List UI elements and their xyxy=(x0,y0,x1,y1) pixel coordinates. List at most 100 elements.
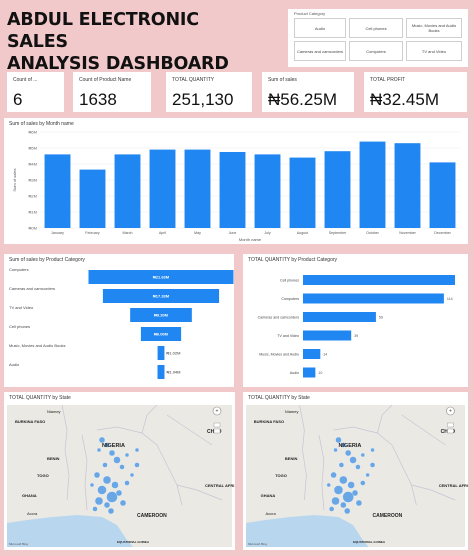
qty-bar xyxy=(303,293,444,304)
map-bubble xyxy=(344,507,351,515)
qty-category-label: Music, Movies and Audio xyxy=(259,353,299,357)
map-border xyxy=(61,404,70,501)
map-bubble xyxy=(370,447,375,453)
funnel-data-label: ₦21.63M xyxy=(153,275,170,280)
funnel-category-label: Music, Movies and Audio Books xyxy=(9,343,65,348)
map-place-label: NIGERIA xyxy=(338,443,361,449)
y-tick-label: ₦1M xyxy=(29,210,37,215)
qty-bar xyxy=(303,367,316,378)
map-place-label: GHANA xyxy=(261,493,276,498)
kpi-value: ₦56.25M xyxy=(268,90,337,109)
qty-bar xyxy=(303,349,321,359)
map-bubble xyxy=(360,452,365,458)
qty-data-label: 114 xyxy=(447,297,453,301)
map-bubble xyxy=(331,496,340,506)
funnel-bar xyxy=(140,327,182,341)
bar-may xyxy=(184,149,211,228)
map-border xyxy=(176,484,223,501)
slicer-option-tv-video[interactable]: TV and Video xyxy=(406,41,462,61)
map-bubble xyxy=(115,489,123,497)
kpi-label: TOTAL QUANTITY xyxy=(172,77,215,83)
slicer-option-audio[interactable]: Audio xyxy=(294,18,346,38)
map-bubble xyxy=(340,442,346,448)
map-place-label: BENIN xyxy=(285,456,298,461)
slicer-option-music-movies[interactable]: Music, Movies and Audio Books xyxy=(406,18,462,38)
bar-july xyxy=(254,154,281,228)
map-bubble xyxy=(330,471,337,479)
map-place-label: CAMEROON xyxy=(373,513,403,519)
bar-december xyxy=(429,162,456,228)
map-bubble xyxy=(119,499,127,507)
map-bubble xyxy=(369,462,376,468)
map-border xyxy=(156,444,183,506)
kpi-label: Sum of sales xyxy=(268,77,297,83)
chart-title: Sum of sales by Product Category xyxy=(9,257,85,263)
map-bubble xyxy=(96,447,102,453)
x-tick-label: February xyxy=(85,231,100,235)
map-border xyxy=(411,484,456,501)
map-border xyxy=(377,404,393,434)
x-tick-label: December xyxy=(434,231,451,235)
map-place-label: CENTRAL AFRI REPU xyxy=(439,483,468,488)
map-bubble xyxy=(134,447,140,453)
chart-sales-by-category: Sum of sales by Product Category Compute… xyxy=(4,254,234,387)
funnel-bar xyxy=(102,289,220,303)
qty-category-label: Audio xyxy=(290,371,299,375)
funnel-data-label: ₦1.02M xyxy=(166,351,180,356)
map-place-label: EQUATORIAL GUINEA xyxy=(117,540,150,544)
kpi-value: 1638 xyxy=(79,90,117,109)
map-border xyxy=(401,414,446,446)
map-border xyxy=(81,434,88,511)
map-border xyxy=(141,404,158,434)
map-place-label: Niamey xyxy=(285,409,299,414)
slicer-option-cameras[interactable]: Cameras and camcorders xyxy=(294,41,346,61)
map-bubble xyxy=(113,456,121,464)
map-bubble xyxy=(335,436,342,444)
bar-april xyxy=(149,149,176,228)
bar-september xyxy=(324,151,351,228)
x-axis-label: Month name xyxy=(239,237,262,242)
slicer-option-computers[interactable]: Computers xyxy=(349,41,403,61)
map-bubble xyxy=(345,449,352,457)
map-attribution: Microsoft Bing xyxy=(248,542,267,546)
map-bubble xyxy=(338,462,345,468)
title-line-2: ANALYSIS DASHBOARD xyxy=(7,54,229,74)
funnel-category-label: Audio xyxy=(9,362,20,367)
funnel-category-label: Computers xyxy=(9,267,29,272)
map-bubble xyxy=(103,501,111,509)
map-bubble xyxy=(89,482,95,488)
map-place-label: Accra xyxy=(27,511,38,516)
map-place-label: EQUATORIAL GUINEA xyxy=(353,540,386,544)
kpi-value: ₦32.45M xyxy=(370,90,439,109)
map-bubble xyxy=(360,480,366,486)
map-place-label: GHANA xyxy=(22,493,37,498)
bar-june xyxy=(219,152,246,228)
slicer-option-cell-phones[interactable]: Cell phones xyxy=(349,18,403,38)
funnel-category-label: Cameras and camcorders xyxy=(9,286,55,291)
qty-category-label: Computers xyxy=(281,297,299,301)
kpi-card-total-quantity: TOTAL QUANTITY 251,130 xyxy=(166,72,252,112)
zoom-in-icon xyxy=(213,422,221,428)
map-place-label: Accra xyxy=(265,511,276,516)
slicer-title: Product Category xyxy=(294,11,326,16)
map-bubble xyxy=(342,491,354,503)
y-tick-label: ₦2M xyxy=(29,194,37,199)
map-quantity-by-state-2: TOTAL QUANTITY by State Niamey BURKINA FA… xyxy=(243,392,468,550)
map-bubble xyxy=(106,491,118,503)
x-tick-label: July xyxy=(264,231,271,235)
kpi-card-sum-sales: Sum of sales ₦56.25M xyxy=(262,72,354,112)
map-bubble xyxy=(124,480,130,486)
map-border xyxy=(299,404,307,501)
funnel-bar xyxy=(157,346,165,360)
zoom-out-icon xyxy=(447,428,454,434)
qty-category-label: Cell phones xyxy=(280,279,299,283)
map-border xyxy=(166,414,213,446)
map-title: TOTAL QUANTITY by State xyxy=(9,395,71,401)
y-axis-label: Sum of sales xyxy=(12,168,17,191)
funnel-data-label: ₦9.20M xyxy=(154,313,169,318)
x-tick-label: March xyxy=(123,231,133,235)
qty-data-label: 10 xyxy=(318,371,322,375)
kpi-label: TOTAL PROFIT xyxy=(370,77,406,83)
